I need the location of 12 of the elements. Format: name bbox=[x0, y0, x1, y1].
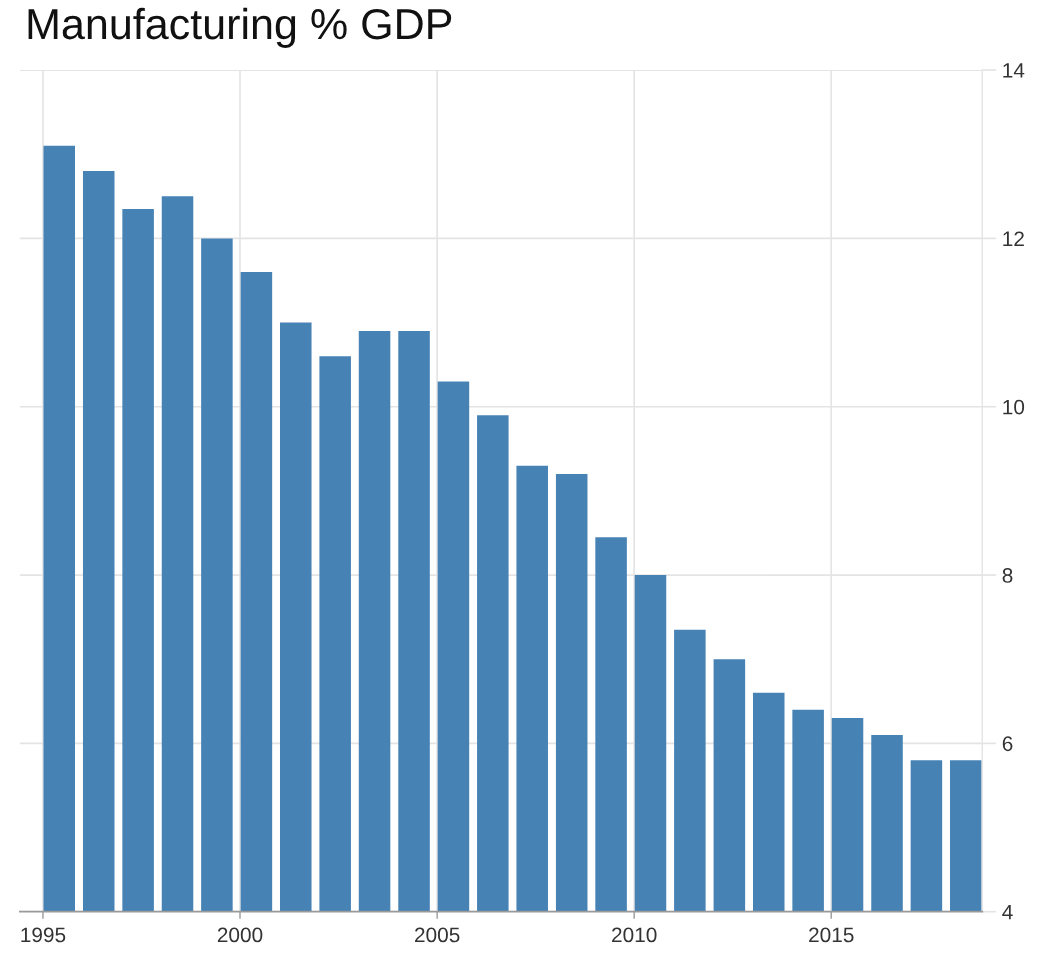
y-tick-label: 6 bbox=[1002, 736, 1013, 752]
y-tick-label: 8 bbox=[1002, 568, 1013, 583]
y-tick-label: 4 bbox=[1002, 904, 1013, 920]
x-tick-label: 2005 bbox=[415, 927, 460, 943]
y-tick-label: 12 bbox=[1003, 231, 1024, 246]
x-tick-label: 2010 bbox=[612, 927, 657, 943]
x-tick-label: 1995 bbox=[21, 927, 66, 943]
chart-title: Manufacturing % GDP bbox=[28, 7, 452, 48]
y-tick-label: 10 bbox=[1003, 399, 1025, 415]
x-tick-label: 2015 bbox=[809, 927, 854, 943]
x-tick-label: 2000 bbox=[217, 927, 263, 943]
y-tick-label: 14 bbox=[1003, 63, 1025, 78]
